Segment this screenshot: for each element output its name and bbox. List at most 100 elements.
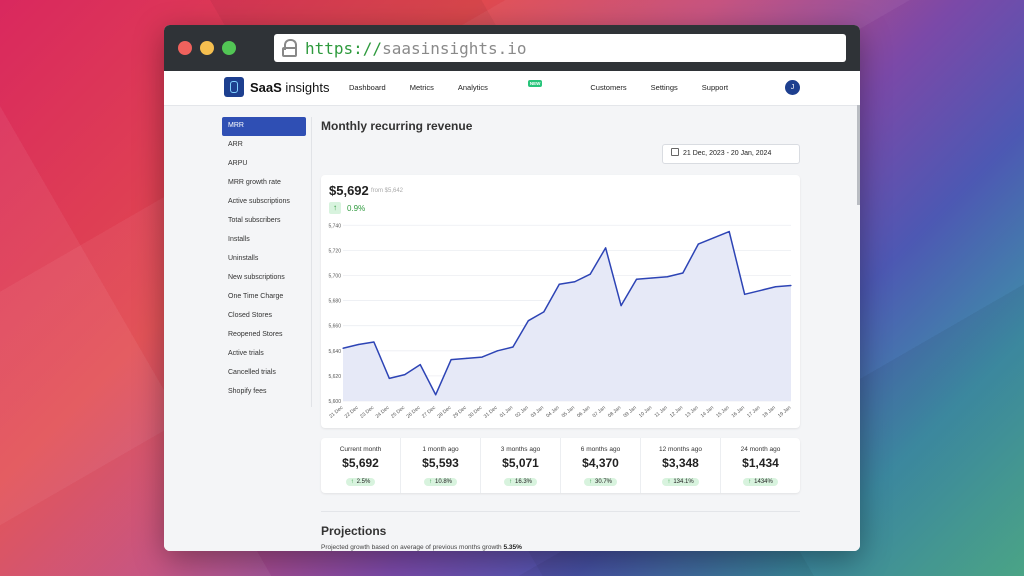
sidebar-item-one-time-charge[interactable]: One Time Charge (222, 288, 306, 307)
sidebar: MRR ARR ARPU MRR growth rate Active subscrip… (222, 117, 306, 402)
sidebar-item-closed-stores[interactable]: Closed Stores (222, 307, 306, 326)
sidebar-item-mrr-growth-rate[interactable]: MRR growth rate (222, 174, 306, 193)
stat-change: ↑ 16.3% (504, 478, 537, 486)
browser-window: https://saasinsights.io SaaS insights Da… (164, 25, 860, 551)
sidebar-item-uninstalls[interactable]: Uninstalls (222, 250, 306, 269)
sidebar-item-arr[interactable]: ARR (222, 136, 306, 155)
data-point (636, 279, 637, 280)
nav-customers[interactable]: Customers (590, 83, 626, 92)
stat-value: $4,370 (561, 456, 640, 470)
data-point (543, 311, 544, 312)
data-point (481, 356, 482, 357)
nav-dashboard[interactable]: Dashboard (349, 83, 386, 92)
x-tick-label: 22 Dec (344, 405, 360, 420)
projections-text: Projected growth based on average of pre… (321, 544, 522, 551)
x-tick-label: 25 Dec (390, 405, 406, 420)
nav-support[interactable]: Support (702, 83, 728, 92)
logo[interactable]: SaaS insights (224, 77, 330, 97)
sidebar-item-arpu[interactable]: ARPU (222, 155, 306, 174)
new-badge: NEW (528, 80, 543, 87)
data-point (497, 350, 498, 351)
sidebar-item-shopify-fees[interactable]: Shopify fees (222, 383, 306, 402)
x-tick-label: 14 Jan (700, 405, 716, 419)
data-point (574, 281, 575, 282)
sidebar-item-reopened-stores[interactable]: Reopened Stores (222, 326, 306, 345)
browser-titlebar: https://saasinsights.io (164, 25, 860, 71)
maximize-window-button[interactable] (222, 41, 236, 55)
data-point (682, 272, 683, 273)
data-point (559, 284, 560, 285)
data-point (373, 341, 374, 342)
x-tick-label: 28 Dec (436, 405, 452, 420)
sidebar-item-installs[interactable]: Installs (222, 231, 306, 250)
x-tick-label: 16 Jan (731, 405, 747, 419)
x-tick-label: 23 Dec (359, 405, 375, 420)
x-tick-label: 07 Jan (592, 405, 608, 419)
nav-settings[interactable]: Settings (651, 83, 678, 92)
logo-icon (224, 77, 244, 97)
x-tick-label: 17 Jan (746, 405, 762, 419)
data-point (744, 294, 745, 295)
area-fill (343, 232, 791, 401)
top-navigation: SaaS insights Dashboard Metrics Analytic… (164, 71, 860, 106)
stat-change: ↑ 134.1% (662, 478, 698, 486)
arrow-up-icon: ↑ (429, 479, 432, 485)
y-tick-label: 5,700 (328, 273, 341, 279)
x-tick-label: 04 Jan (545, 405, 561, 419)
data-point (466, 358, 467, 359)
data-point (358, 344, 359, 345)
address-bar[interactable]: https://saasinsights.io (274, 34, 846, 62)
x-tick-label: 15 Jan (715, 405, 731, 419)
stat-value: $1,434 (721, 456, 800, 470)
sidebar-divider (311, 117, 312, 407)
x-tick-label: 31 Dec (483, 405, 499, 420)
x-tick-label: 18 Jan (761, 405, 777, 419)
projections-title: Projections (321, 524, 386, 538)
mrr-chart-card: $5,692 from $5,642 ↑ 0.9% 5,600 5,620 5,640… (321, 175, 800, 428)
data-point (760, 290, 761, 291)
y-tick-label: 5,600 (328, 399, 341, 405)
sidebar-item-cancelled-trials[interactable]: Cancelled trials (222, 364, 306, 383)
sidebar-item-active-subscriptions[interactable]: Active subscriptions (222, 193, 306, 212)
minimize-window-button[interactable] (200, 41, 214, 55)
x-tick-label: 27 Dec (421, 405, 437, 420)
x-tick-label: 21 Dec (328, 405, 344, 420)
data-point (651, 277, 652, 278)
stat-label: Current month (321, 446, 400, 453)
stat-change: ↑ 30.7% (584, 478, 617, 486)
close-window-button[interactable] (178, 41, 192, 55)
x-tick-label: 06 Jan (576, 405, 592, 419)
mrr-chart: 5,6005,6205,6405,6605,6805,7005,7205,740… (321, 175, 800, 428)
x-tick-label: 05 Jan (561, 405, 577, 419)
y-tick-label: 5,640 (328, 349, 341, 355)
stat-card: Current month $5,692 ↑ 2.5% (321, 438, 401, 493)
nav-metrics[interactable]: Metrics (410, 83, 434, 92)
stat-label: 1 month ago (401, 446, 480, 453)
arrow-up-icon: ↑ (667, 479, 670, 485)
x-tick-label: 19 Jan (777, 405, 793, 419)
page-scrollbar[interactable] (857, 105, 860, 205)
sidebar-item-new-subscriptions[interactable]: New subscriptions (222, 269, 306, 288)
stat-label: 3 months ago (481, 446, 560, 453)
lock-icon (279, 37, 301, 59)
sidebar-item-total-subscribers[interactable]: Total subscribers (222, 212, 306, 231)
data-point (698, 244, 699, 245)
projections-value: 5.35% (503, 544, 521, 551)
x-tick-label: 26 Dec (406, 405, 422, 420)
url-protocol: https:// (305, 39, 382, 58)
data-point (605, 247, 606, 248)
y-tick-label: 5,740 (328, 223, 341, 229)
x-tick-label: 11 Jan (654, 405, 669, 419)
avatar[interactable]: J (785, 80, 800, 95)
x-tick-label: 12 Jan (669, 405, 685, 419)
nav-analytics[interactable]: Analytics NEW (458, 83, 551, 92)
stat-change: ↑ 2.5% (346, 478, 376, 486)
x-tick-label: 09 Jan (622, 405, 638, 419)
stat-card: 24 month ago $1,434 ↑ 1434% (721, 438, 800, 493)
sidebar-item-mrr[interactable]: MRR (222, 117, 306, 136)
date-range-picker[interactable]: 21 Dec, 2023 - 20 Jan, 2024 (662, 144, 800, 164)
x-tick-label: 24 Dec (375, 405, 391, 420)
x-tick-label: 08 Jan (607, 405, 623, 419)
section-divider (321, 511, 800, 512)
sidebar-item-active-trials[interactable]: Active trials (222, 345, 306, 364)
